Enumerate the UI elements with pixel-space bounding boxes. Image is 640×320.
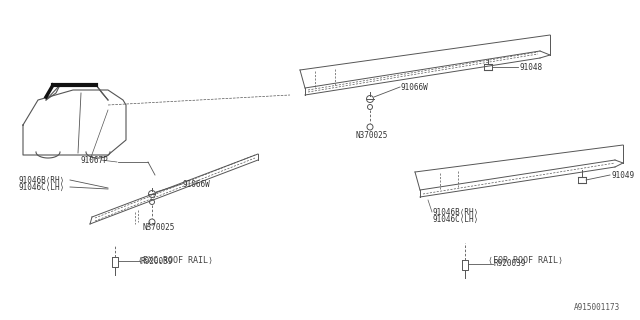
- Text: 91066W: 91066W: [182, 180, 210, 188]
- Text: A915001173: A915001173: [573, 303, 620, 313]
- Text: 91046C⟨LH⟩: 91046C⟨LH⟩: [18, 182, 64, 191]
- Text: 91046C⟨LH⟩: 91046C⟨LH⟩: [432, 214, 478, 223]
- Text: 91049: 91049: [611, 171, 634, 180]
- Text: R920039: R920039: [140, 257, 172, 266]
- Text: ⟨FOR ROOF RAIL⟩: ⟨FOR ROOF RAIL⟩: [488, 255, 563, 265]
- Text: 91048: 91048: [520, 62, 543, 71]
- Text: 91046B⟨RH⟩: 91046B⟨RH⟩: [432, 207, 478, 217]
- Text: 91046B⟨RH⟩: 91046B⟨RH⟩: [18, 175, 64, 185]
- Text: 91066W: 91066W: [400, 83, 428, 92]
- Text: 91067P: 91067P: [80, 156, 108, 164]
- Text: N370025: N370025: [142, 223, 174, 233]
- Text: R920039: R920039: [493, 260, 525, 268]
- Text: ⟨EXC.ROOF RAIL⟩: ⟨EXC.ROOF RAIL⟩: [138, 255, 212, 265]
- Text: N370025: N370025: [355, 131, 387, 140]
